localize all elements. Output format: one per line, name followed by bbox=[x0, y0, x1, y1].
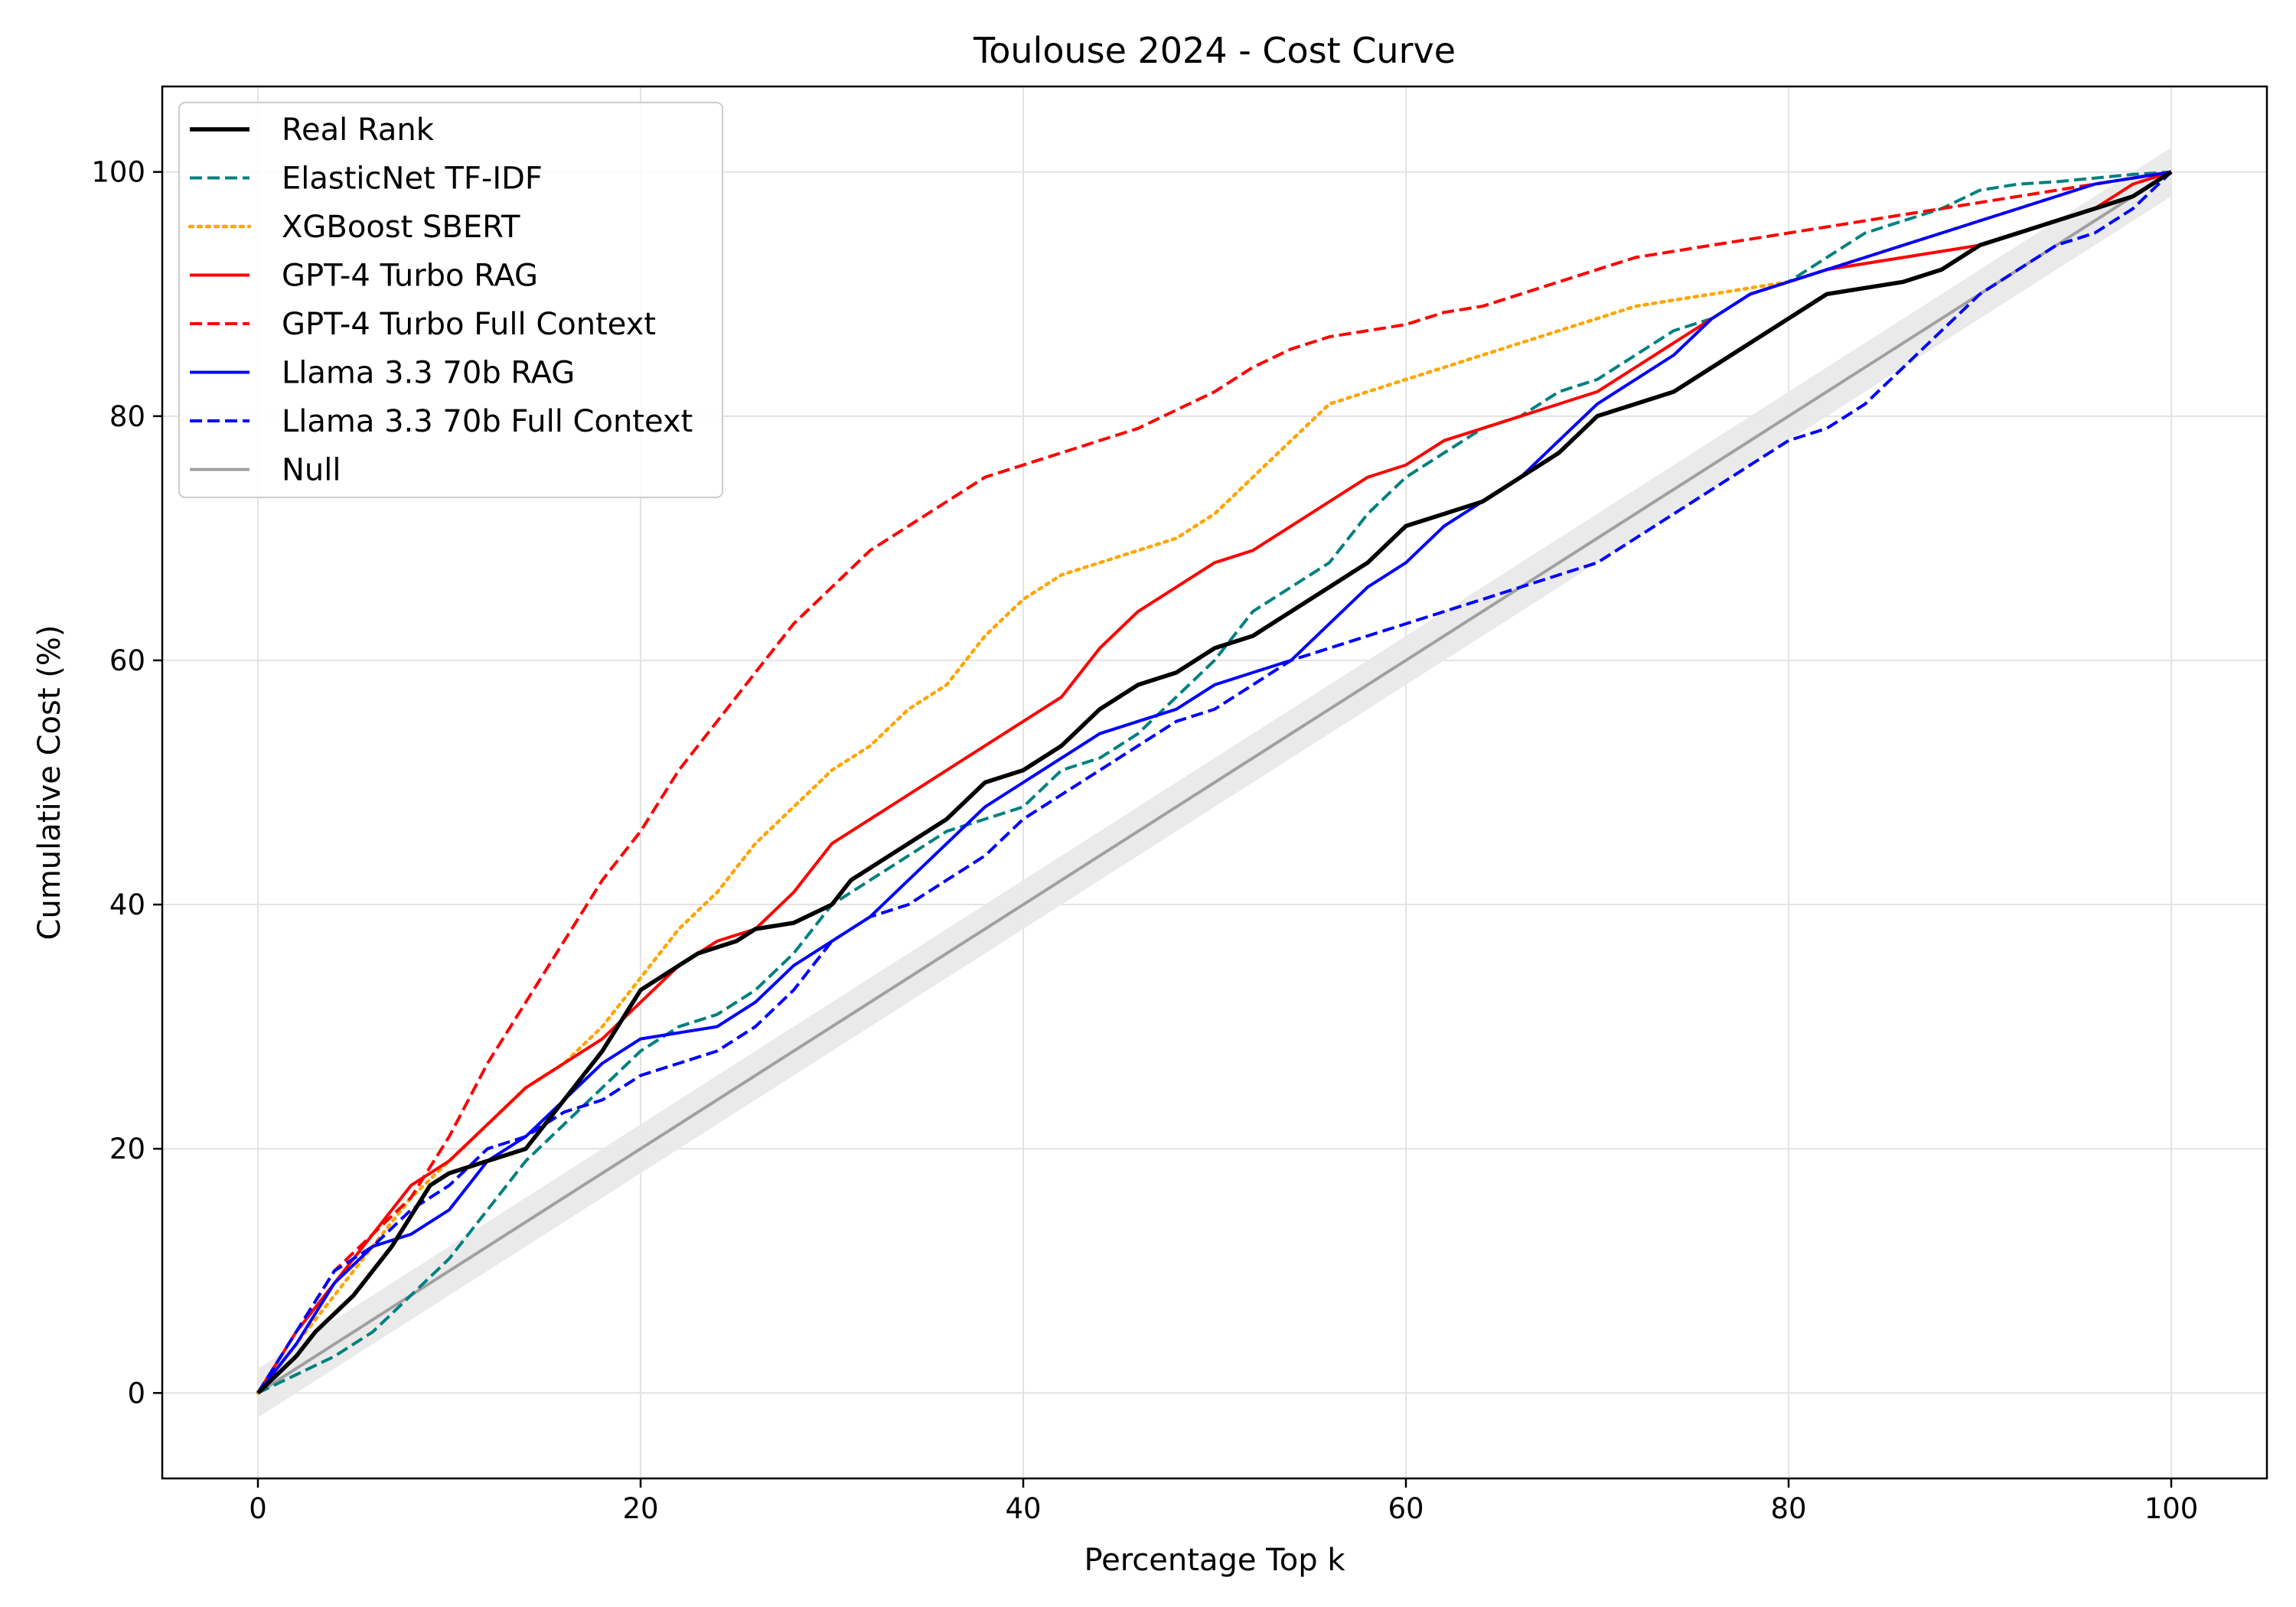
series-lines bbox=[256, 170, 2174, 1395]
y-tick-label: 60 bbox=[109, 644, 145, 677]
legend-label-elasticnet-tf-idf: ElasticNet TF-IDF bbox=[282, 161, 543, 197]
series-line-null bbox=[256, 171, 2173, 1394]
legend-label-real-rank: Real Rank bbox=[282, 112, 435, 148]
x-tick-label: 60 bbox=[1388, 1492, 1424, 1525]
legend-label-llama-3-3-70b-rag: Llama 3.3 70b RAG bbox=[282, 356, 575, 391]
y-tick-label: 80 bbox=[109, 400, 145, 433]
y-tick-label: 40 bbox=[109, 888, 145, 921]
y-axis-label: Cumulative Cost (%) bbox=[32, 625, 67, 940]
legend-label-null: Null bbox=[282, 453, 341, 488]
series-line-llama-3-3-70b-rag bbox=[256, 170, 2172, 1394]
y-tick-label: 0 bbox=[127, 1377, 145, 1410]
series-line-gpt-4-turbo-rag bbox=[256, 170, 2172, 1394]
x-tick-label: 20 bbox=[622, 1492, 658, 1525]
series-line-elasticnet-tf-idf bbox=[257, 170, 2172, 1395]
legend-label-llama-3-3-70b-full-context: Llama 3.3 70b Full Context bbox=[282, 404, 693, 439]
x-tick-label: 40 bbox=[1005, 1492, 1041, 1525]
chart-title: Toulouse 2024 - Cost Curve bbox=[973, 30, 1456, 71]
legend-label-xgboost-sbert: XGBoost SBERT bbox=[282, 210, 520, 245]
plot-frame bbox=[161, 85, 2268, 1480]
axis-ticks: 0 20 40 60 80 100 0 20 40 60 80 100 bbox=[91, 156, 2198, 1525]
x-tick-label: 0 bbox=[249, 1492, 267, 1525]
legend-label-gpt-4-turbo-full-context: GPT-4 Turbo Full Context bbox=[282, 307, 656, 342]
legend-label-gpt-4-turbo-rag: GPT-4 Turbo RAG bbox=[282, 259, 538, 294]
x-tick-label: 80 bbox=[1770, 1492, 1806, 1525]
series-line-llama-3-3-70b-full-context bbox=[256, 171, 2173, 1394]
legend: Real Rank ElasticNet TF-IDF XGBoost SBERT G… bbox=[178, 102, 723, 498]
x-tick-label: 100 bbox=[2144, 1492, 2199, 1525]
x-axis-label: Percentage Top k bbox=[1084, 1543, 1345, 1578]
y-tick-label: 100 bbox=[91, 156, 145, 189]
series-line-gpt-4-turbo-full-context bbox=[256, 170, 2172, 1394]
legend-frame bbox=[178, 102, 723, 498]
series-line-real-rank bbox=[256, 170, 2173, 1395]
y-tick-label: 20 bbox=[109, 1133, 145, 1165]
